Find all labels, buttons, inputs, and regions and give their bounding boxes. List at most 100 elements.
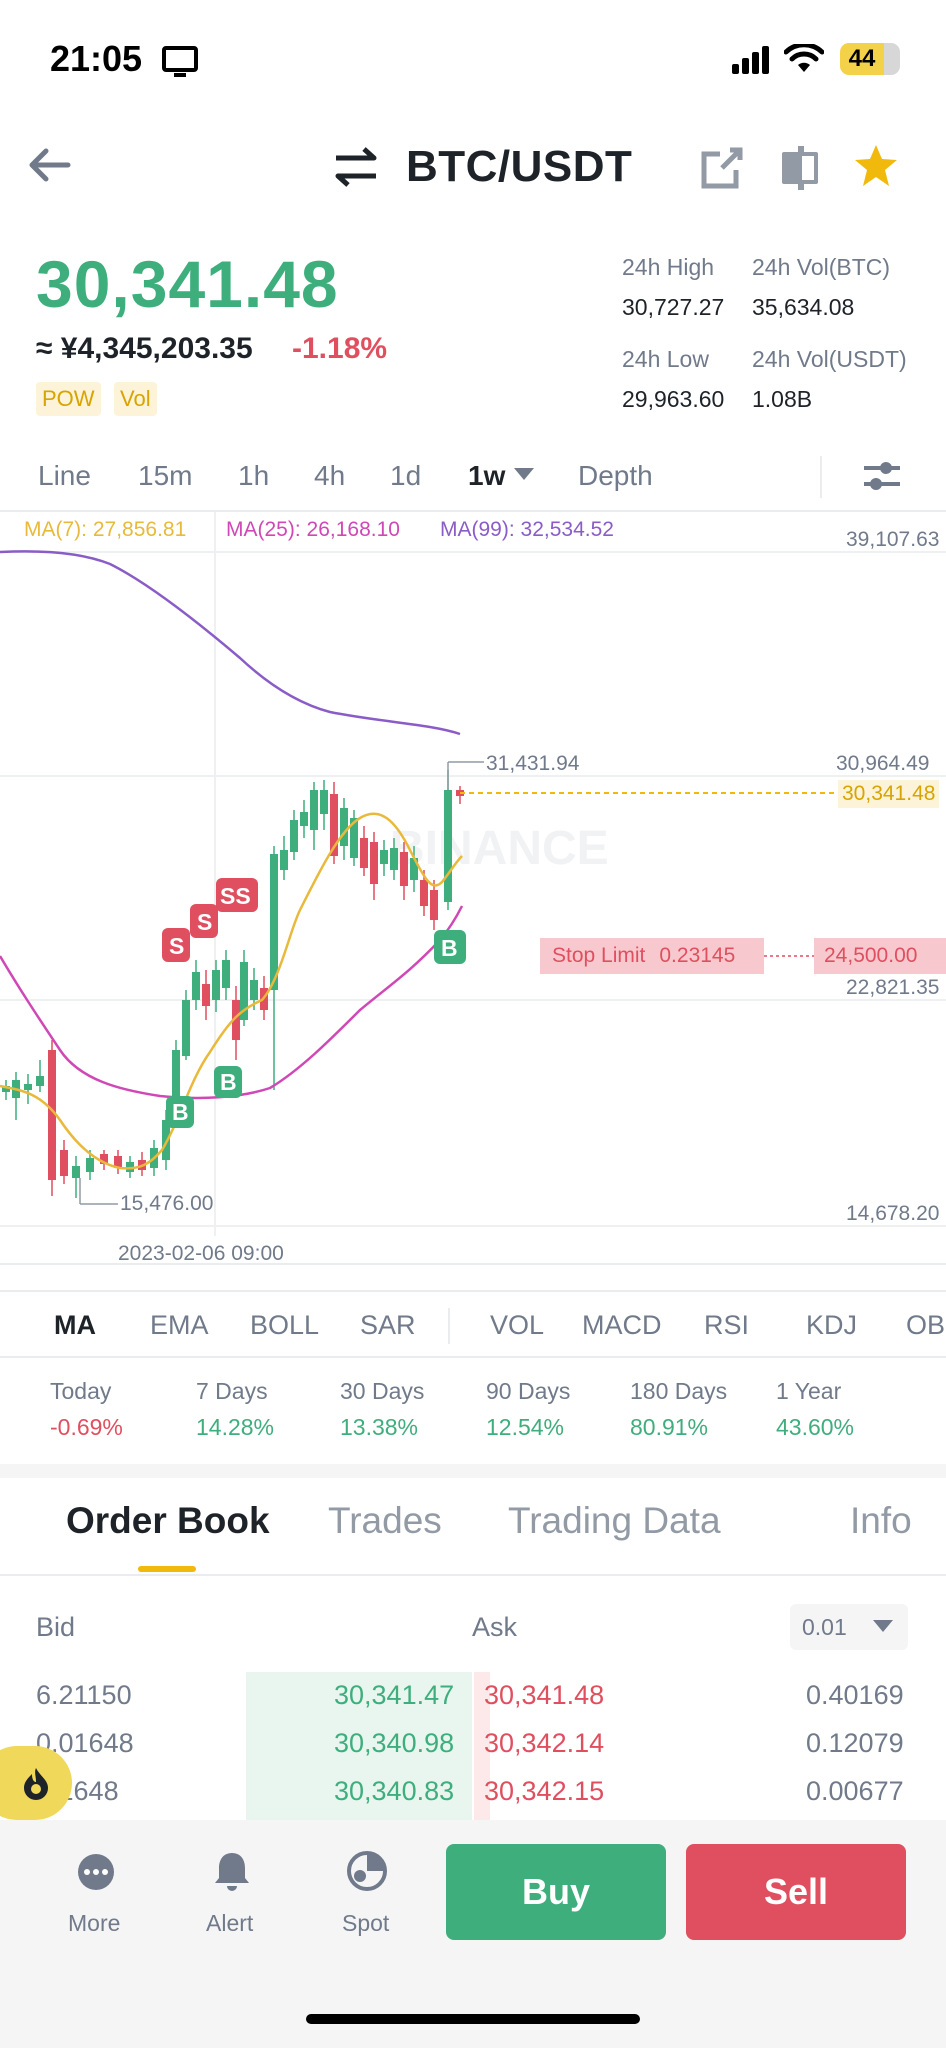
candle-body [72, 1166, 80, 1178]
ind-boll[interactable]: BOLL [250, 1310, 320, 1340]
chart-settings-icon[interactable] [862, 456, 902, 496]
tab-order-book[interactable]: Order Book [66, 1500, 270, 1541]
ask-qty[interactable]: 0.12079 [806, 1728, 904, 1758]
candle-body [280, 850, 288, 870]
ind-sar[interactable]: SAR [360, 1310, 416, 1340]
tf-1w[interactable]: 1w [468, 460, 506, 491]
wifi-icon [784, 44, 824, 72]
vol-usdt-value: 1.08B [752, 386, 813, 412]
low-label: 24h Low [622, 346, 709, 372]
swap-icon[interactable] [332, 146, 380, 188]
tf-1h[interactable]: 1h [238, 460, 270, 491]
ind-rsi[interactable]: RSI [704, 1310, 750, 1340]
candle-body [320, 790, 328, 814]
svg-text:B: B [441, 935, 458, 961]
price-cny: ≈ ¥4,345,203.35 [36, 332, 253, 365]
bid-price[interactable]: 30,341.47 [334, 1680, 455, 1710]
high-label: 24h High [622, 254, 715, 280]
candle-body [2, 1086, 10, 1092]
ind-kdj[interactable]: KDJ [806, 1310, 858, 1340]
divider [0, 1574, 946, 1576]
ind-ma[interactable]: MA [54, 1310, 96, 1340]
svg-text:SS: SS [220, 883, 251, 909]
candlestick-chart[interactable]: BINANCE S S SS B B B [0, 510, 946, 1270]
y-label-2: 30,964.49 [836, 752, 930, 775]
tf-15m[interactable]: 15m [138, 460, 193, 491]
buy-markers: B B B [166, 930, 466, 1128]
candle-body [212, 970, 220, 1000]
ask-price[interactable]: 30,342.14 [484, 1728, 605, 1758]
candle-body [370, 842, 378, 884]
tag-vol[interactable]: Vol [114, 382, 157, 416]
sell-button[interactable]: Sell [686, 1844, 906, 1940]
tag-pow[interactable]: POW [36, 382, 101, 416]
divider [448, 1308, 450, 1344]
home-indicator[interactable] [306, 2014, 640, 2024]
vol-btc-value: 35,634.08 [752, 294, 855, 320]
bid-qty[interactable]: 6.21150 [36, 1680, 132, 1710]
chevron-down-icon [872, 1620, 893, 1632]
current-price-tag: 30,341.48 [838, 780, 940, 808]
tf-depth[interactable]: Depth [578, 460, 653, 491]
more-icon[interactable] [76, 1852, 116, 1892]
candle-body [300, 812, 308, 826]
ind-ema[interactable]: EMA [150, 1310, 209, 1340]
price-change: -1.18% [292, 332, 388, 365]
tab-info[interactable]: Info [850, 1500, 912, 1541]
alert-label[interactable]: Alert [206, 1910, 254, 1936]
pair-title[interactable]: BTC/USDT [406, 142, 633, 191]
ind-macd[interactable]: MACD [582, 1310, 662, 1340]
tf-1d[interactable]: 1d [390, 460, 422, 491]
y-label-3: 22,821.35 [846, 976, 940, 999]
tab-trades[interactable]: Trades [328, 1500, 442, 1541]
candle-body [232, 1000, 240, 1040]
perf-value: 43.60% [776, 1414, 855, 1440]
back-arrow-icon[interactable] [24, 140, 74, 190]
y-label-4: 14,678.20 [846, 1202, 940, 1225]
candle-body [250, 980, 258, 1000]
precision-select[interactable]: 0.01 [790, 1604, 908, 1650]
vol-btc-label: 24h Vol(BTC) [752, 254, 891, 280]
sell-markers: S S SS [162, 878, 258, 962]
divider [0, 1290, 946, 1292]
flame-icon [24, 1768, 48, 1800]
perf-label: 90 Days [486, 1378, 571, 1404]
floating-action-button[interactable] [0, 1746, 72, 1820]
candle-body [330, 794, 338, 856]
share-icon[interactable] [700, 146, 744, 190]
layout-icon[interactable] [778, 144, 822, 192]
spot-icon[interactable] [346, 1850, 388, 1892]
more-label[interactable]: More [68, 1910, 121, 1936]
chevron-down-icon[interactable] [514, 468, 534, 482]
buy-button[interactable]: Buy [446, 1844, 666, 1940]
tab-info-clip[interactable]: Info [850, 1500, 918, 1550]
ma25-legend: MA(25): 26,168.10 [226, 518, 400, 541]
ind-vol[interactable]: VOL [490, 1310, 545, 1340]
perf-label: 1 Year [776, 1378, 842, 1404]
star-icon[interactable] [852, 142, 900, 190]
candle-body [172, 1050, 180, 1110]
stop-limit-order[interactable]: Stop Limit 0.23145 [540, 938, 764, 974]
tf-4h[interactable]: 4h [314, 460, 346, 491]
stop-limit-label: Stop Limit [552, 944, 646, 967]
ask-qty[interactable]: 0.40169 [806, 1680, 904, 1710]
bid-price[interactable]: 30,340.83 [334, 1776, 455, 1806]
ask-depth-bar [474, 1672, 490, 1822]
high-value: 30,727.27 [622, 294, 725, 320]
candle-body [36, 1076, 44, 1086]
stop-limit-price[interactable]: 24,500.00 [814, 938, 946, 974]
ind-ob[interactable]: OB [906, 1310, 946, 1340]
tab-trading-data[interactable]: Trading Data [508, 1500, 721, 1541]
candle-body [310, 790, 318, 830]
ma99-legend: MA(99): 32,534.52 [440, 518, 614, 541]
candle-body [240, 962, 248, 1020]
bell-icon[interactable] [212, 1850, 252, 1892]
bid-price[interactable]: 30,340.98 [334, 1728, 455, 1758]
ask-qty[interactable]: 0.00677 [806, 1776, 904, 1806]
ask-price[interactable]: 30,342.15 [484, 1776, 605, 1806]
spot-label[interactable]: Spot [342, 1910, 390, 1936]
tf-line[interactable]: Line [38, 460, 91, 491]
ask-price[interactable]: 30,341.48 [484, 1680, 605, 1710]
candle-body [380, 850, 388, 864]
candle-body [430, 890, 438, 920]
